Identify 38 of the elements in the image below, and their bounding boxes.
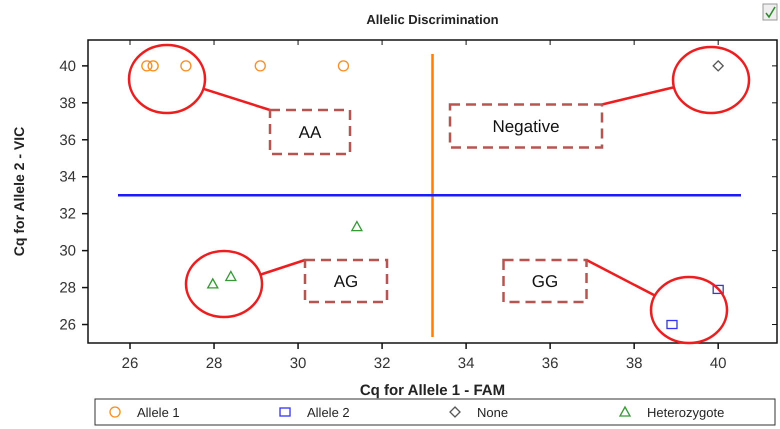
point — [225, 270, 236, 282]
x-tick-label: 26 — [122, 355, 138, 372]
x-axis-title: Cq for Allele 1 - FAM — [360, 382, 506, 399]
legend-label: Allele 2 — [307, 405, 350, 420]
point — [338, 60, 350, 72]
legend-label: None — [477, 405, 508, 420]
y-tick-label: 32 — [59, 206, 76, 223]
legend-label: Heterozygote — [647, 405, 724, 420]
y-axis-title: Cq for Allele 2 - VIC — [11, 126, 27, 256]
point — [712, 284, 724, 294]
x-tick-label: 34 — [458, 355, 474, 372]
y-tick-label: 36 — [59, 132, 76, 149]
y-tick-label: 26 — [59, 316, 76, 334]
point — [666, 320, 678, 330]
y-tick-label: 30 — [59, 242, 76, 260]
annotation: AG — [334, 272, 358, 291]
x-tick-label: 38 — [626, 355, 642, 372]
y-tick-label: 38 — [59, 94, 76, 112]
legend-label: Allele 1 — [137, 405, 180, 420]
x-tick-label: 30 — [290, 355, 306, 372]
x-tick-label: 40 — [710, 355, 727, 372]
annotation: AA — [298, 123, 322, 142]
y-tick-label: 28 — [59, 280, 76, 297]
y-tick-label: 34 — [59, 168, 76, 186]
x-tick-label: 32 — [374, 355, 390, 372]
x-tick-label: 28 — [206, 355, 222, 372]
point — [180, 60, 192, 72]
point — [712, 60, 724, 72]
point — [147, 60, 159, 72]
annotation: GG — [532, 272, 558, 291]
point — [254, 60, 266, 72]
x-tick-label: 36 — [542, 355, 558, 372]
chart-title: Allelic Discrimination — [366, 12, 499, 27]
point — [351, 220, 363, 232]
annotation: Negative — [492, 117, 560, 136]
y-tick-label: 40 — [59, 58, 76, 75]
point — [141, 60, 152, 72]
point — [207, 278, 218, 289]
